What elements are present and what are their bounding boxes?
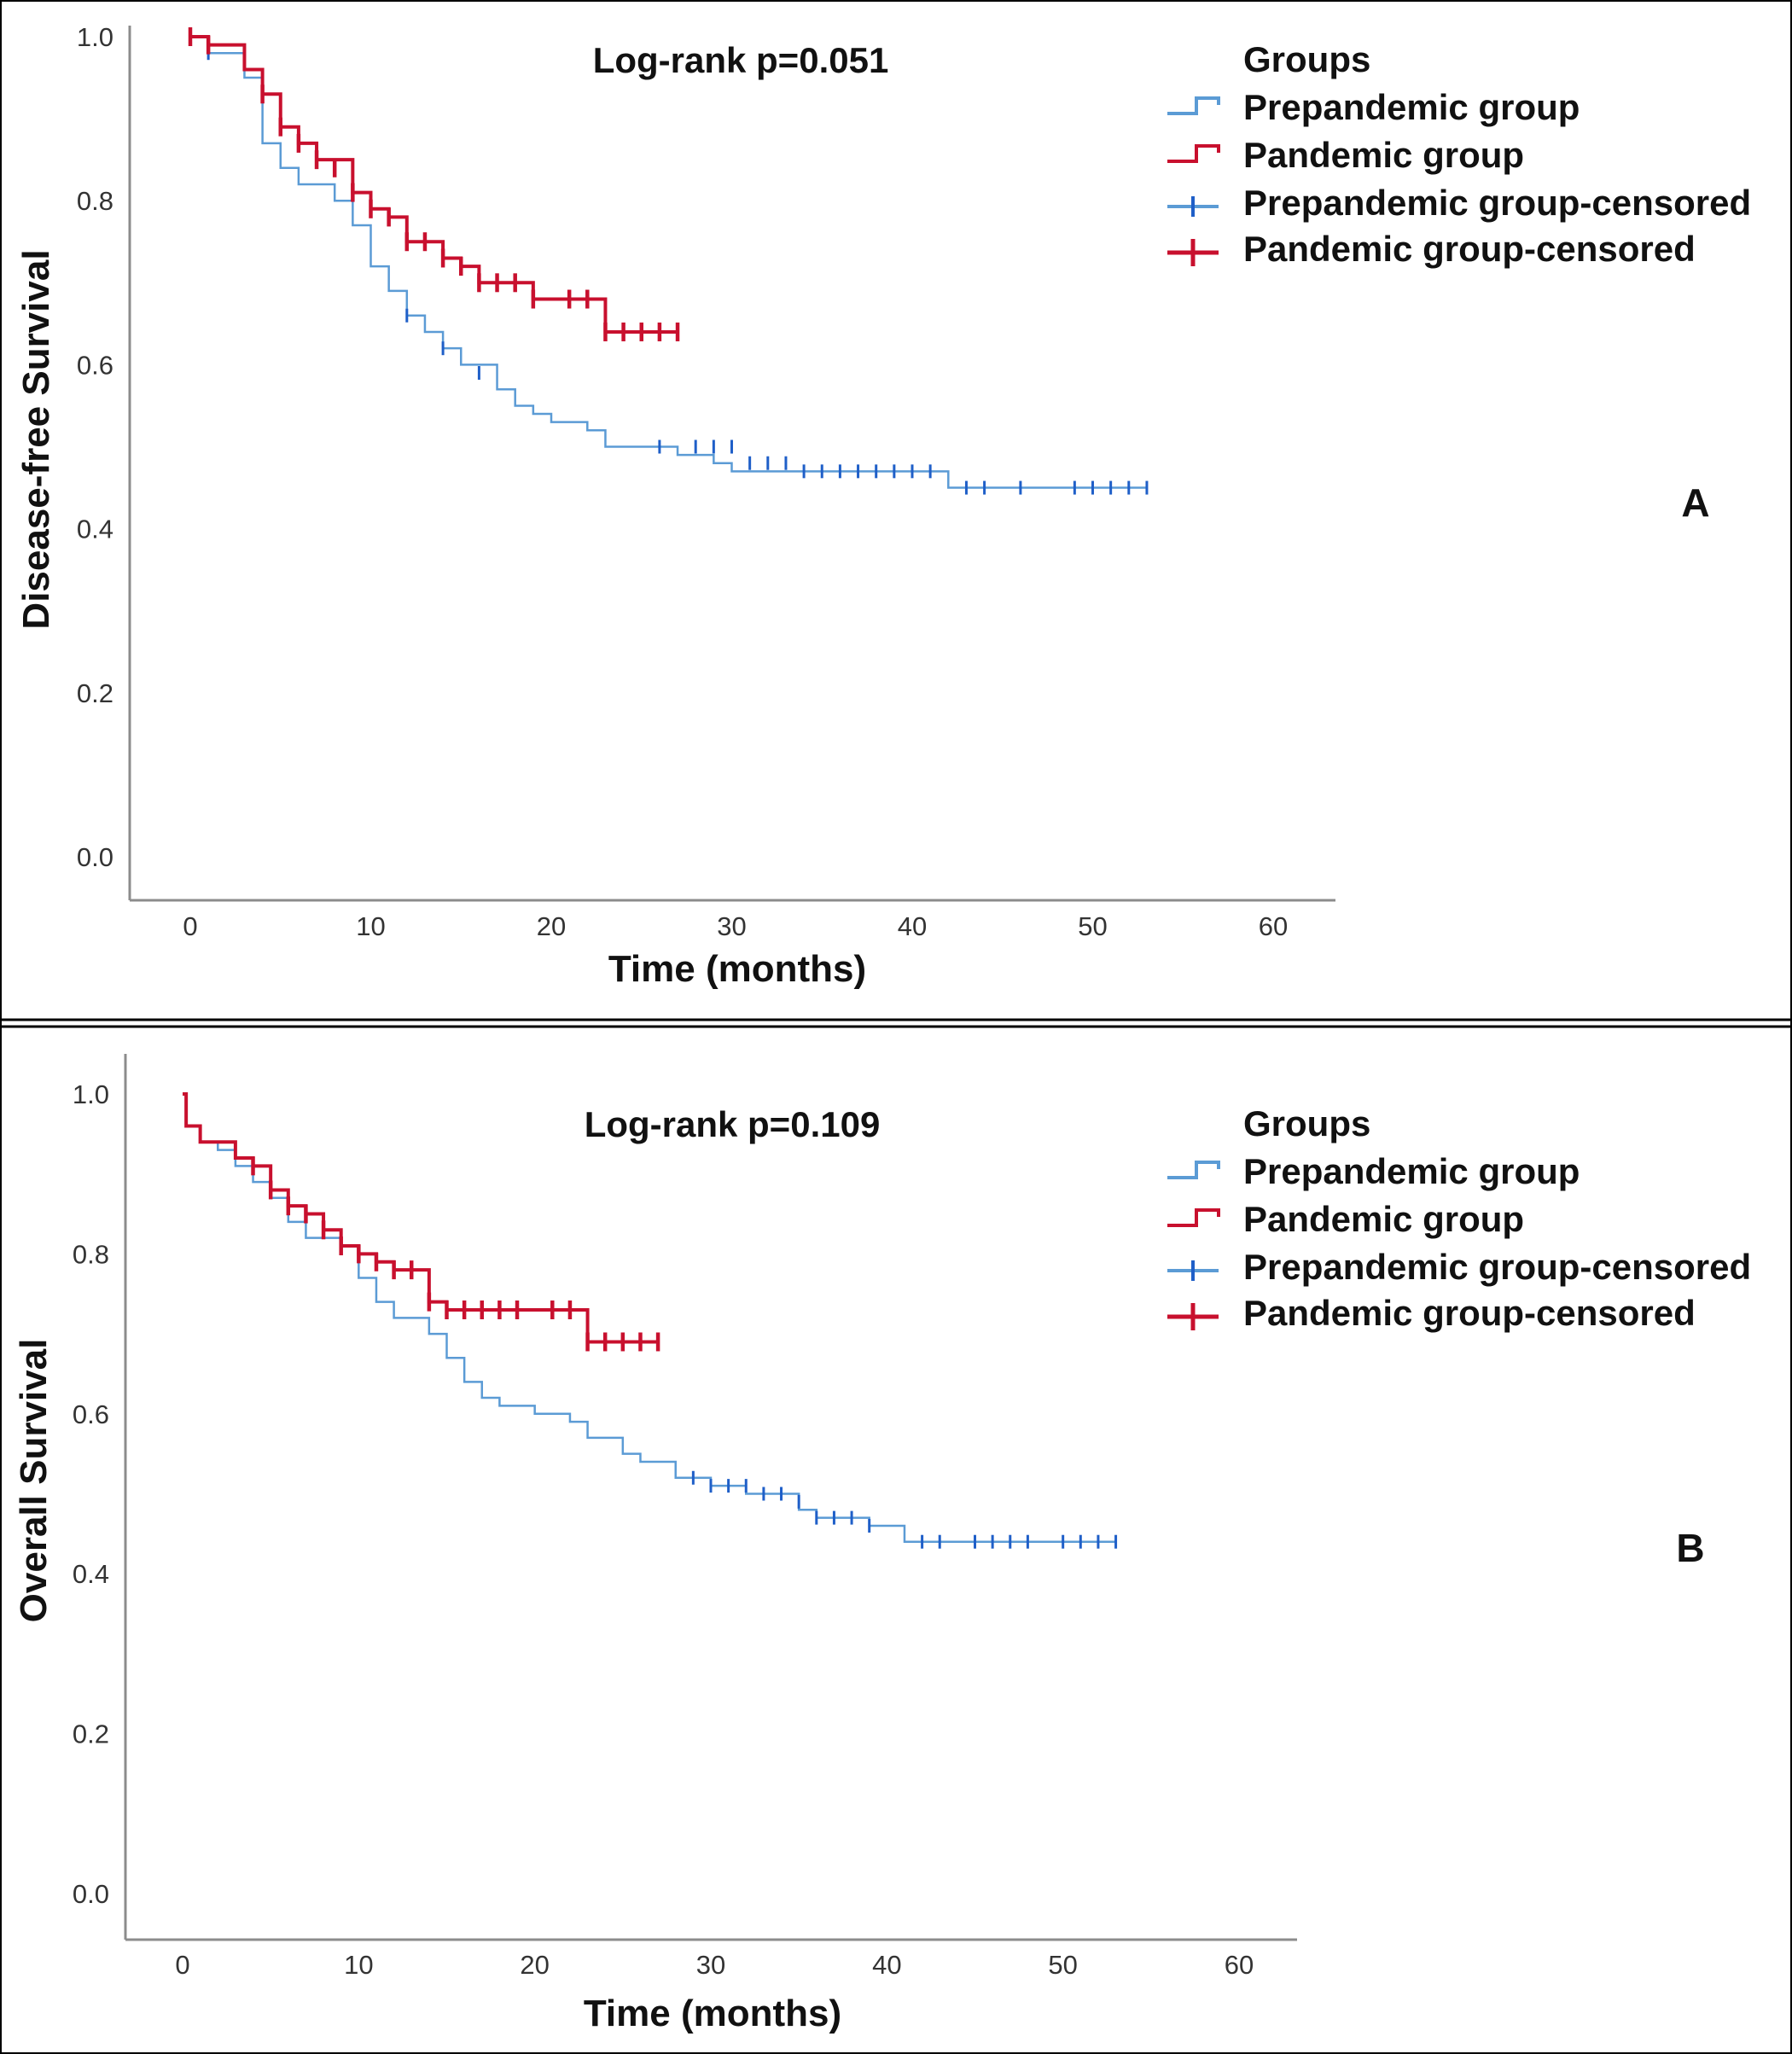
x-tick-labels: 0 10 20 30 40 50 60 (175, 1950, 1254, 1980)
y-tick-label: 0.6 (77, 350, 113, 380)
legend-label: Pandemic group-censored (1243, 1293, 1696, 1333)
legend-item-pandemic-censored: Pandemic group-censored (1167, 1293, 1696, 1333)
legend-item-prepandemic-censored: Prepandemic group-censored (1167, 183, 1751, 223)
x-tick-label: 20 (520, 1950, 549, 1980)
legend-swatch-step (1167, 96, 1220, 115)
x-axis-title: Time (months) (608, 948, 866, 990)
legend-title: Groups (1243, 1103, 1370, 1143)
panel-label: A (1681, 480, 1709, 525)
y-tick-label: 0.0 (77, 842, 113, 872)
panel-a: 0.0 0.2 0.4 0.6 0.8 1.0 0 10 20 30 40 50 60 Time (m… (15, 22, 1751, 990)
x-tick-label: 60 (1225, 1950, 1254, 1980)
x-tick-label: 40 (872, 1950, 901, 1980)
x-axis-title: Time (months) (584, 1993, 841, 2034)
y-tick-label: 0.0 (73, 1879, 109, 1909)
legend-label: Prepandemic group (1243, 87, 1580, 127)
legend-swatch-step (1167, 1208, 1220, 1227)
legend-swatch-step (1167, 1161, 1220, 1179)
legend-item-pandemic: Pandemic group (1167, 135, 1524, 175)
x-tick-label: 50 (1048, 1950, 1077, 1980)
legend-item-prepandemic: Prepandemic group (1167, 1151, 1580, 1191)
x-tick-label: 0 (183, 911, 197, 941)
y-tick-label: 0.2 (73, 1719, 109, 1749)
y-tick-label: 0.4 (77, 515, 113, 544)
plot-area (188, 27, 1149, 495)
legend-label: Pandemic group (1243, 135, 1524, 175)
y-tick-label: 0.6 (73, 1399, 109, 1429)
x-tick-label: 30 (696, 1950, 725, 1980)
prepandemic-survival-curve (190, 35, 1147, 489)
legend: Groups Prepandemic group Pandemic group … (1167, 39, 1751, 269)
panel-b: 0.0 0.2 0.4 0.6 0.8 1.0 0 10 20 30 40 50 60 Time (m… (13, 1054, 1751, 2034)
x-tick-label: 10 (356, 911, 385, 941)
legend-title: Groups (1243, 39, 1370, 79)
x-tick-label: 10 (344, 1950, 373, 1980)
legend: Groups Prepandemic group Pandemic group … (1167, 1103, 1751, 1333)
panel-label: B (1676, 1526, 1704, 1570)
x-tick-labels: 0 10 20 30 40 50 60 (183, 911, 1288, 941)
x-tick-label: 0 (175, 1950, 189, 1980)
y-tick-label: 0.8 (73, 1239, 109, 1269)
x-tick-label: 40 (898, 911, 927, 941)
legend-item-pandemic: Pandemic group (1167, 1199, 1524, 1239)
y-tick-label: 1.0 (77, 22, 113, 52)
y-tick-label: 0.4 (73, 1559, 109, 1589)
x-tick-label: 30 (717, 911, 746, 941)
pandemic-survival-curve (190, 35, 678, 334)
legend-item-prepandemic-censored: Prepandemic group-censored (1167, 1247, 1751, 1287)
x-tick-label: 50 (1078, 911, 1107, 941)
x-tick-label: 20 (537, 911, 566, 941)
legend-swatch-step (1167, 144, 1220, 163)
legend-item-prepandemic: Prepandemic group (1167, 87, 1580, 127)
log-rank-annotation: Log-rank p=0.051 (593, 40, 889, 80)
legend-label: Pandemic group-censored (1243, 229, 1696, 269)
y-tick-label: 1.0 (73, 1079, 109, 1109)
legend-label: Pandemic group (1243, 1199, 1524, 1239)
legend-label: Prepandemic group-censored (1243, 183, 1751, 223)
plot-area (183, 1092, 1118, 1549)
log-rank-annotation: Log-rank p=0.109 (585, 1104, 881, 1144)
y-tick-labels: 0.0 0.2 0.4 0.6 0.8 1.0 (77, 22, 113, 872)
legend-label: Prepandemic group-censored (1243, 1247, 1751, 1287)
y-tick-label: 0.8 (77, 186, 113, 216)
prepandemic-survival-curve (183, 1092, 1116, 1543)
legend-item-pandemic-censored: Pandemic group-censored (1167, 229, 1696, 269)
x-tick-label: 60 (1259, 911, 1288, 941)
y-axis-title: Overall Survival (13, 1339, 55, 1623)
legend-label: Prepandemic group (1243, 1151, 1580, 1191)
y-tick-label: 0.2 (77, 678, 113, 708)
y-tick-labels: 0.0 0.2 0.4 0.6 0.8 1.0 (73, 1079, 109, 1909)
y-axis-title: Disease-free Survival (15, 249, 57, 629)
